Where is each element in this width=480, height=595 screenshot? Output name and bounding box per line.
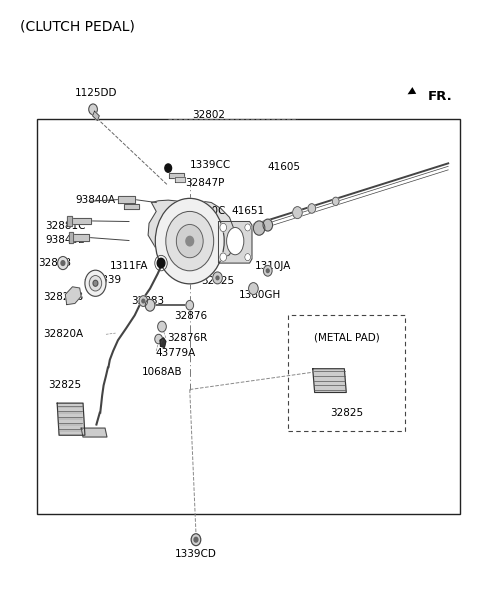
Text: 32825: 32825 xyxy=(331,408,364,418)
Circle shape xyxy=(245,224,251,231)
Circle shape xyxy=(249,283,258,295)
Text: 32802: 32802 xyxy=(192,109,226,120)
Text: 1339CC: 1339CC xyxy=(190,159,231,170)
Polygon shape xyxy=(72,234,89,240)
Circle shape xyxy=(293,206,302,218)
Polygon shape xyxy=(57,403,85,435)
Polygon shape xyxy=(218,221,252,263)
Polygon shape xyxy=(67,215,72,226)
Text: 32876: 32876 xyxy=(174,312,207,321)
Circle shape xyxy=(139,296,148,306)
Text: 1311FA: 1311FA xyxy=(110,261,148,271)
Circle shape xyxy=(213,272,222,284)
Text: 93840E: 93840E xyxy=(45,235,84,245)
Text: 32850C: 32850C xyxy=(185,206,225,217)
Text: (METAL PAD): (METAL PAD) xyxy=(314,333,380,343)
Circle shape xyxy=(220,253,227,261)
Text: 32820A: 32820A xyxy=(43,329,83,339)
Circle shape xyxy=(58,256,68,270)
Polygon shape xyxy=(65,287,81,305)
Text: 1310JA: 1310JA xyxy=(254,261,291,271)
Circle shape xyxy=(253,221,265,235)
Circle shape xyxy=(157,258,165,268)
Text: 43779A: 43779A xyxy=(156,347,195,358)
Text: 32883: 32883 xyxy=(38,258,71,268)
Bar xyxy=(36,120,460,514)
Polygon shape xyxy=(81,428,107,437)
Circle shape xyxy=(264,265,272,276)
Text: 32883: 32883 xyxy=(131,296,164,306)
Bar xyxy=(288,315,405,431)
Polygon shape xyxy=(148,200,235,265)
Polygon shape xyxy=(70,218,91,224)
Text: 32839: 32839 xyxy=(88,275,121,284)
Circle shape xyxy=(61,261,65,265)
Polygon shape xyxy=(69,232,73,243)
Text: 32828B: 32828B xyxy=(43,293,83,302)
Circle shape xyxy=(166,211,214,271)
Text: 93840A: 93840A xyxy=(75,195,115,205)
Text: 1339CD: 1339CD xyxy=(175,549,217,559)
Circle shape xyxy=(85,270,106,296)
Text: 32825: 32825 xyxy=(201,276,234,286)
Circle shape xyxy=(194,537,198,542)
Text: FR.: FR. xyxy=(428,90,452,104)
Text: 41605: 41605 xyxy=(268,162,301,172)
Circle shape xyxy=(155,334,162,344)
Circle shape xyxy=(165,164,171,172)
Polygon shape xyxy=(313,369,346,393)
Circle shape xyxy=(216,276,219,280)
Polygon shape xyxy=(175,177,185,181)
Circle shape xyxy=(332,197,339,205)
Polygon shape xyxy=(124,203,139,209)
Circle shape xyxy=(89,104,97,115)
Polygon shape xyxy=(93,111,99,121)
Circle shape xyxy=(263,219,273,231)
Circle shape xyxy=(176,224,203,258)
Text: 41651: 41651 xyxy=(232,206,265,217)
Circle shape xyxy=(266,269,269,273)
Text: 1125DD: 1125DD xyxy=(75,87,118,98)
Circle shape xyxy=(220,223,227,231)
Text: 1068AB: 1068AB xyxy=(142,367,182,377)
Circle shape xyxy=(186,300,193,310)
Text: 32876R: 32876R xyxy=(167,333,207,343)
Circle shape xyxy=(157,321,166,332)
Circle shape xyxy=(245,253,251,261)
Circle shape xyxy=(142,299,145,303)
Text: 32881C: 32881C xyxy=(45,221,86,231)
Text: (CLUTCH PEDAL): (CLUTCH PEDAL) xyxy=(20,20,135,34)
Circle shape xyxy=(220,223,227,231)
Polygon shape xyxy=(169,173,183,177)
Text: 32847P: 32847P xyxy=(185,178,224,188)
Circle shape xyxy=(156,198,224,284)
Circle shape xyxy=(186,236,193,246)
Text: 1360GH: 1360GH xyxy=(239,290,281,300)
Circle shape xyxy=(220,253,227,261)
Circle shape xyxy=(191,534,201,546)
Circle shape xyxy=(145,299,155,311)
Circle shape xyxy=(93,280,98,286)
Circle shape xyxy=(89,275,102,291)
Polygon shape xyxy=(118,196,135,203)
Circle shape xyxy=(308,203,316,213)
Text: 32825: 32825 xyxy=(48,380,82,390)
Polygon shape xyxy=(160,338,166,347)
Ellipse shape xyxy=(227,227,244,255)
